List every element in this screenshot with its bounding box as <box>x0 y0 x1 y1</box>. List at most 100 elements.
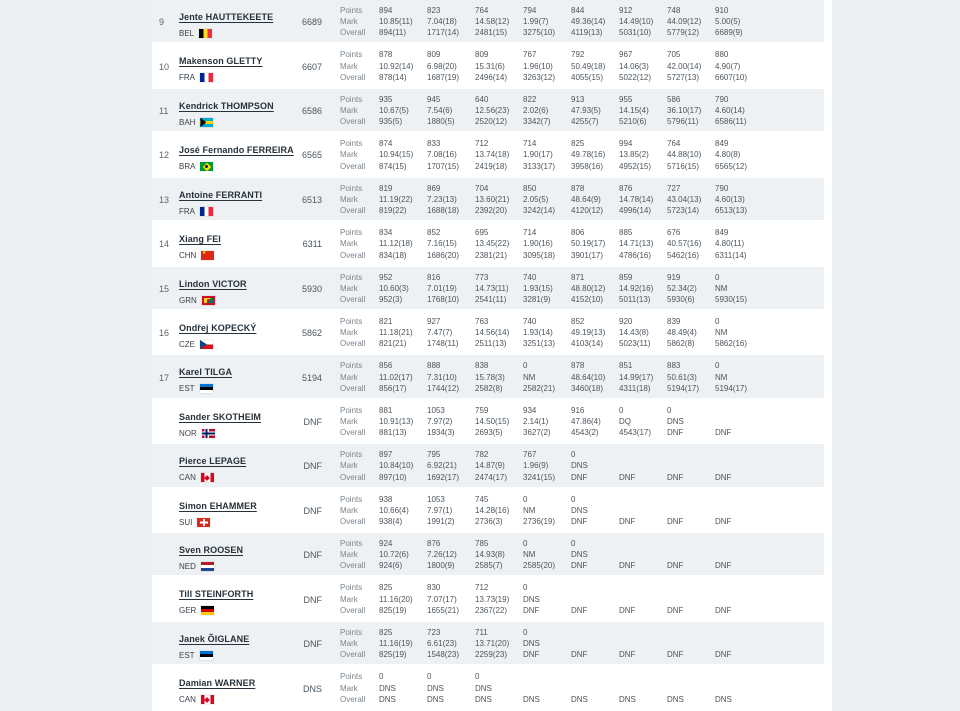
event-overall: DNS <box>523 694 540 704</box>
athlete-name-link[interactable]: Xiang FEI <box>179 234 221 245</box>
event-points: 740 <box>523 272 537 282</box>
event-points: 833 <box>427 139 441 149</box>
event-overall: DNF <box>715 650 732 660</box>
row-label: Overall <box>340 294 366 304</box>
total-score-cell: 5930 <box>301 283 322 294</box>
row-label: Overall <box>340 72 366 82</box>
event-cell: 916 47.86(4) 4543(2) <box>571 400 619 444</box>
row-content: 15 Lindon VICTOR GRN 5930 Points Mark Overall 9… <box>152 267 824 311</box>
event-overall: 2259(23) <box>475 650 508 660</box>
event-overall: 6513(13) <box>715 206 748 216</box>
event-overall: 1934(3) <box>427 428 455 438</box>
event-overall: DNF <box>667 561 684 571</box>
event-points: 822 <box>523 94 537 104</box>
flag-icon <box>200 73 213 83</box>
athlete-name-link[interactable]: Karel TILGA <box>179 367 233 378</box>
event-mark: 43.04(13) <box>667 194 702 204</box>
country-code: BAH <box>179 117 196 127</box>
event-points <box>619 582 667 593</box>
row-label: Mark <box>340 594 358 604</box>
event-points <box>667 494 715 505</box>
event-mark: NM <box>523 372 536 382</box>
event-overall: 5210(6) <box>619 117 647 127</box>
country-code: EST <box>179 384 195 394</box>
row-label: Overall <box>340 117 366 127</box>
event-overall: DNF <box>571 561 588 571</box>
athlete-name-link[interactable]: Simon EHAMMER <box>179 500 257 511</box>
event-overall: 1655(21) <box>427 605 460 615</box>
event-mark: DQ <box>619 417 631 426</box>
athlete-name-link[interactable]: Ondřej KOPECKÝ <box>179 322 257 333</box>
event-mark: NM <box>715 283 728 293</box>
athlete-name-link[interactable]: Till STEINFORTH <box>179 589 254 600</box>
event-mark: 2.05(5) <box>523 194 549 204</box>
athlete-name-link[interactable]: Janek ÕIGLANE <box>179 633 250 644</box>
event-mark <box>667 594 715 605</box>
athlete-name-link[interactable]: Sven ROOSEN <box>179 545 244 556</box>
event-points: 640 <box>475 94 489 104</box>
event-points <box>715 494 763 505</box>
event-cell: 924 10.72(6) 924(6) <box>379 533 427 577</box>
country-line: FRA <box>179 206 292 216</box>
row-label: Mark <box>340 194 358 204</box>
athlete-cell: Ondřej KOPECKÝ CZE <box>179 311 292 355</box>
event-points: 825 <box>379 583 393 593</box>
event-mark <box>571 594 619 605</box>
row-labels: Points Mark Overall <box>340 666 379 710</box>
event-points: 0 <box>619 405 624 415</box>
event-mark: 7.97(1) <box>427 505 453 515</box>
event-mark: 13.71(20) <box>475 639 510 649</box>
event-overall: 3242(14) <box>523 206 556 216</box>
athlete-name-link[interactable]: Damian WARNER <box>179 678 256 689</box>
event-mark: 13.74(18) <box>475 150 510 160</box>
event-points <box>667 538 715 549</box>
event-points: 0 <box>571 494 576 504</box>
athlete-name-link[interactable]: Makenson GLETTY <box>179 56 263 67</box>
event-overall: DNF <box>619 472 636 482</box>
event-overall: 834(18) <box>379 250 407 260</box>
event-mark: 1.93(14) <box>523 328 553 338</box>
event-mark: 50.49(18) <box>571 61 606 71</box>
row-label: Mark <box>340 150 358 160</box>
event-points <box>667 627 715 638</box>
event-mark: 10.85(11) <box>379 17 413 27</box>
event-mark: 40.57(16) <box>667 239 702 249</box>
event-overall: 6311(14) <box>715 250 747 260</box>
athlete-name-link[interactable]: José Fernando FERREIRA <box>179 145 294 156</box>
flag-icon <box>200 339 213 349</box>
event-cell: 0 DNS DNS <box>379 666 427 710</box>
row-content: Damian WARNER CAN DNS Points Mark Overall 0 DNS… <box>152 666 824 710</box>
athlete-name-link[interactable]: Lindon VICTOR <box>179 278 247 289</box>
event-cell: 881 10.91(13) 881(13) <box>379 400 427 444</box>
event-points: 806 <box>571 228 585 238</box>
event-overall: 4952(15) <box>619 161 652 171</box>
athlete-name-link[interactable]: Jente HAUTTEKEETE <box>179 12 274 22</box>
table-row: Pierce LEPAGE CAN DNF Points Mark Overall 897 1… <box>152 444 824 488</box>
athlete-name-link[interactable]: Pierce LEPAGE <box>179 456 247 467</box>
event-overall: 3275(10) <box>523 28 556 38</box>
athlete-name-link[interactable]: Sander SKOTHEIM <box>179 411 262 422</box>
event-mark <box>667 460 715 471</box>
athlete-name-link[interactable]: Antoine FERRANTI <box>179 189 263 200</box>
event-cell: 825 11.16(19) 825(19) <box>379 622 427 666</box>
event-overall: 3133(17) <box>523 161 556 171</box>
event-cell: 767 1.96(9) 3241(15) <box>523 444 571 488</box>
event-mark <box>619 638 667 649</box>
event-cell: 912 14.49(10) 5031(10) <box>619 0 667 44</box>
event-points: 924 <box>379 539 393 549</box>
event-mark: 11.02(17) <box>379 372 413 382</box>
event-cell: 714 1.90(16) 3095(18) <box>523 222 571 266</box>
athlete-cell: José Fernando FERREIRA BRA <box>179 133 294 177</box>
country-line: CZE <box>179 339 292 349</box>
event-points: 897 <box>379 450 393 460</box>
event-mark <box>715 638 763 649</box>
athlete-name-link[interactable]: Kendrick THOMPSON <box>179 100 274 111</box>
table-row: 16 Ondřej KOPECKÝ CZE 5862 Points Mark Overall… <box>152 311 824 355</box>
event-cell: 876 14.78(14) 4996(14) <box>619 178 667 222</box>
row-content: Pierce LEPAGE CAN DNF Points Mark Overall 897 1… <box>152 444 824 488</box>
event-mark: DNS <box>475 683 492 693</box>
event-overall: 894(11) <box>379 28 406 38</box>
event-mark: 4.60(13) <box>715 194 745 204</box>
event-cell: 763 14.56(14) 2511(13) <box>475 311 523 355</box>
event-overall: 2541(11) <box>475 294 507 304</box>
